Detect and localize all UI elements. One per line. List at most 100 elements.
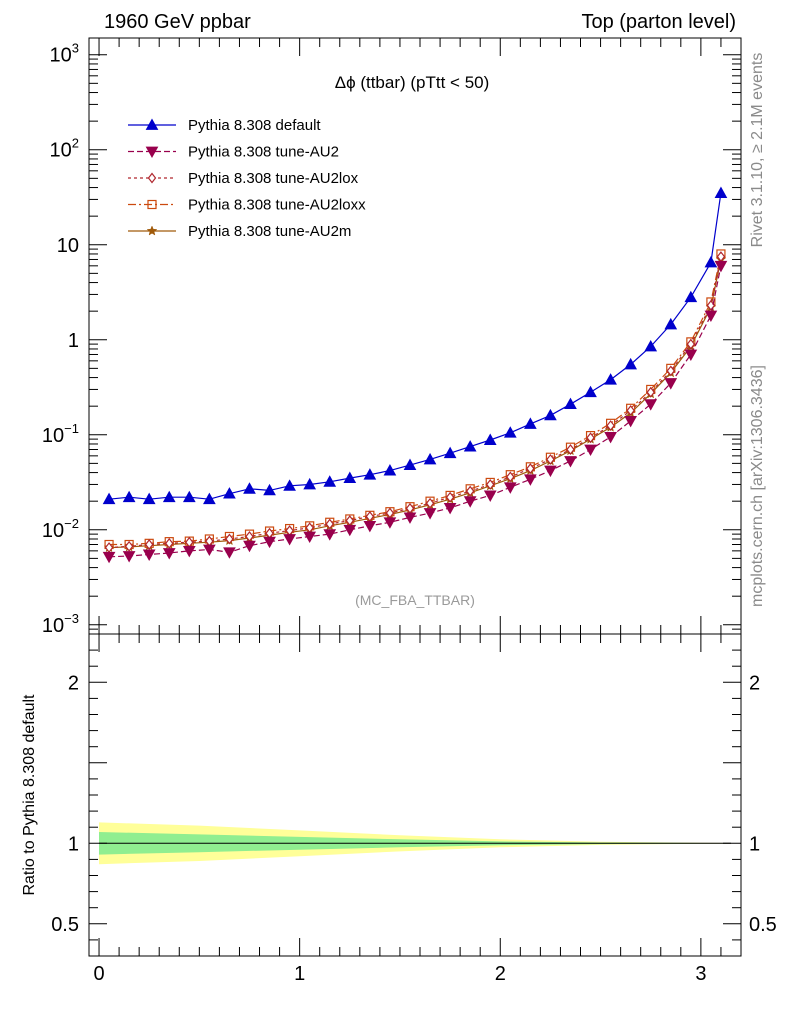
- point-au2: [443, 502, 457, 515]
- point-au2: [604, 431, 617, 444]
- point-au2: [263, 536, 276, 549]
- y-tick-label: 10−2: [42, 516, 79, 542]
- legend-marker: [145, 118, 159, 130]
- point-default: [323, 475, 337, 487]
- ratio-y-axis-label: Ratio to Pythia 8.308 default: [21, 694, 38, 896]
- y-tick-label: 1: [68, 330, 79, 352]
- legend-marker: [147, 172, 157, 184]
- point-default: [263, 483, 276, 496]
- legend: Pythia 8.308 default Pythia 8.308 tune-AU…: [128, 117, 366, 240]
- point-default: [503, 426, 517, 438]
- point-default: [182, 490, 196, 503]
- point-au2: [544, 465, 557, 478]
- point-default: [644, 339, 658, 352]
- point-au2lox: [606, 420, 615, 432]
- series-au2loxx: [104, 249, 726, 550]
- point-au2: [564, 456, 577, 468]
- point-default: [403, 458, 417, 470]
- point-au2lox: [626, 405, 635, 416]
- point-default: [584, 385, 597, 398]
- point-au2lox: [225, 533, 234, 545]
- point-default: [664, 317, 678, 330]
- ratio-y-tick-label: 2: [68, 672, 79, 694]
- y-tick-label: 10−1: [42, 421, 79, 447]
- legend-label: Pythia 8.308 tune-AU2m: [188, 223, 351, 240]
- point-au2: [463, 496, 477, 508]
- point-default: [604, 373, 617, 385]
- ratio-y-tick-label-right: 2: [749, 672, 760, 694]
- point-default: [624, 357, 638, 370]
- point-au2: [383, 517, 397, 529]
- legend-marker: [145, 146, 159, 159]
- point-default: [343, 471, 357, 483]
- point-au2: [684, 349, 698, 362]
- x-tick-label: 1: [294, 963, 305, 985]
- point-au2: [483, 490, 497, 502]
- series-au2m: [103, 253, 727, 553]
- series-line-au2loxx: [109, 253, 722, 546]
- point-au2: [524, 474, 537, 486]
- point-au2: [343, 524, 357, 537]
- legend-label: Pythia 8.308 tune-AU2: [188, 144, 339, 161]
- header-left: 1960 GeV ppbar: [104, 11, 251, 33]
- point-default: [203, 492, 216, 505]
- point-au2: [162, 548, 176, 560]
- legend-label: Pythia 8.308 tune-AU2lox: [188, 170, 359, 187]
- point-au2: [584, 444, 597, 457]
- point-au2: [102, 551, 116, 564]
- point-au2: [243, 540, 256, 553]
- point-default: [483, 433, 497, 445]
- series-line-au2m: [109, 259, 722, 549]
- point-au2lox: [686, 338, 696, 350]
- legend-entry-au2lox: Pythia 8.308 tune-AU2lox: [128, 170, 359, 187]
- point-default: [564, 397, 577, 410]
- point-default: [142, 492, 156, 505]
- point-au2: [283, 534, 296, 546]
- point-au2: [423, 508, 437, 520]
- series-default: [102, 186, 728, 505]
- ratio-y-tick-label-right: 0.5: [749, 914, 777, 936]
- header-right: Top (parton level): [581, 11, 736, 33]
- x-tick-label: 0: [93, 963, 104, 985]
- point-default: [303, 477, 317, 490]
- y-tick-label: 103: [50, 41, 79, 67]
- point-default: [423, 452, 437, 465]
- main-series-group: [102, 186, 728, 564]
- series-line-au2lox: [109, 256, 722, 549]
- point-default: [243, 482, 256, 494]
- plot-title: Δϕ (ttbar) (pTtt < 50): [335, 73, 490, 92]
- point-au2lox: [445, 491, 455, 503]
- point-au2lox: [485, 478, 495, 490]
- point-default: [122, 490, 136, 503]
- point-default: [102, 492, 116, 505]
- point-default: [443, 446, 457, 459]
- point-au2lox: [124, 540, 134, 552]
- series-au2: [102, 260, 728, 564]
- point-au2: [122, 551, 136, 563]
- point-au2: [704, 310, 718, 323]
- point-au2: [142, 549, 156, 561]
- x-tick-label: 3: [695, 963, 706, 985]
- legend-marker: [146, 225, 158, 236]
- point-default: [223, 487, 236, 499]
- legend-entry-au2: Pythia 8.308 tune-AU2: [128, 144, 339, 161]
- point-au2lox: [646, 386, 655, 398]
- point-default: [684, 290, 698, 303]
- legend-label: Pythia 8.308 tune-AU2loxx: [188, 197, 366, 214]
- x-tick-label: 2: [495, 963, 506, 985]
- point-au2: [644, 399, 658, 411]
- point-au2: [664, 378, 678, 390]
- point-au2: [363, 520, 377, 533]
- point-default: [283, 479, 296, 491]
- legend-entry-au2m: Pythia 8.308 tune-AU2m: [128, 223, 351, 240]
- point-default: [704, 255, 718, 268]
- point-au2: [624, 415, 638, 428]
- y-tick-label: 10−3: [42, 611, 79, 637]
- y-tick-label: 102: [50, 136, 79, 162]
- point-au2: [182, 545, 196, 558]
- point-au2: [223, 547, 236, 559]
- point-au2lox: [144, 539, 154, 550]
- point-default: [714, 186, 728, 198]
- point-au2: [323, 529, 337, 541]
